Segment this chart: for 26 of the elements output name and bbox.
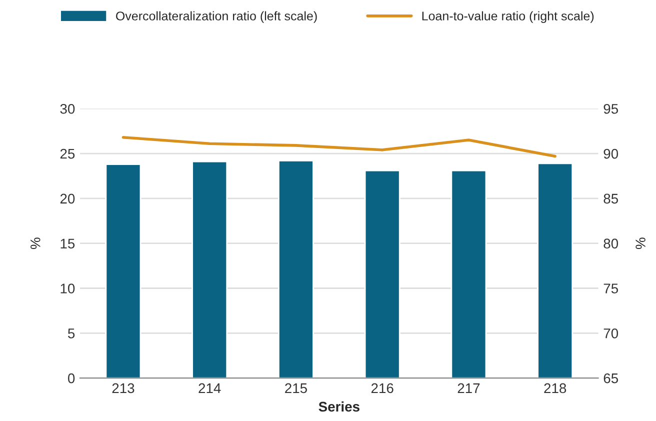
y-tick-label: 20 (60, 194, 75, 204)
line-series (122, 136, 556, 158)
y2-tick-label: 90 (604, 148, 618, 159)
y-tick-label: 10 (60, 284, 75, 294)
y2-tick-label: 85 (604, 194, 618, 204)
y-tick-label: 15 (60, 238, 75, 249)
y2-tick-label: 70 (604, 328, 618, 338)
x-tick-label: 216 (371, 383, 394, 394)
y2-tick-label: 65 (604, 373, 618, 384)
x-tick-label: 215 (285, 383, 307, 394)
x-tick-label: 214 (198, 383, 221, 393)
legend-label: Overcollateralization ratio (left scale) (116, 11, 317, 23)
y2-axis-title: % (636, 238, 646, 250)
y2-tick-label: 80 (604, 238, 618, 249)
x-axis-title: Series (318, 401, 360, 412)
x-tick-label: 217 (458, 383, 480, 393)
y2-tick-label: 75 (604, 284, 618, 294)
y-tick-label: 25 (60, 148, 75, 159)
legend-label: Loan-to-value ratio (right scale) (422, 11, 594, 23)
y-tick-label: 5 (68, 328, 75, 338)
x-tick-label: 218 (544, 383, 566, 394)
y2-tick-label: 95 (604, 104, 618, 114)
y-axis-title: % (30, 238, 40, 250)
y-tick-label: 30 (60, 104, 75, 114)
x-tick-label: 213 (112, 383, 134, 394)
y-tick-label: 0 (68, 373, 75, 384)
